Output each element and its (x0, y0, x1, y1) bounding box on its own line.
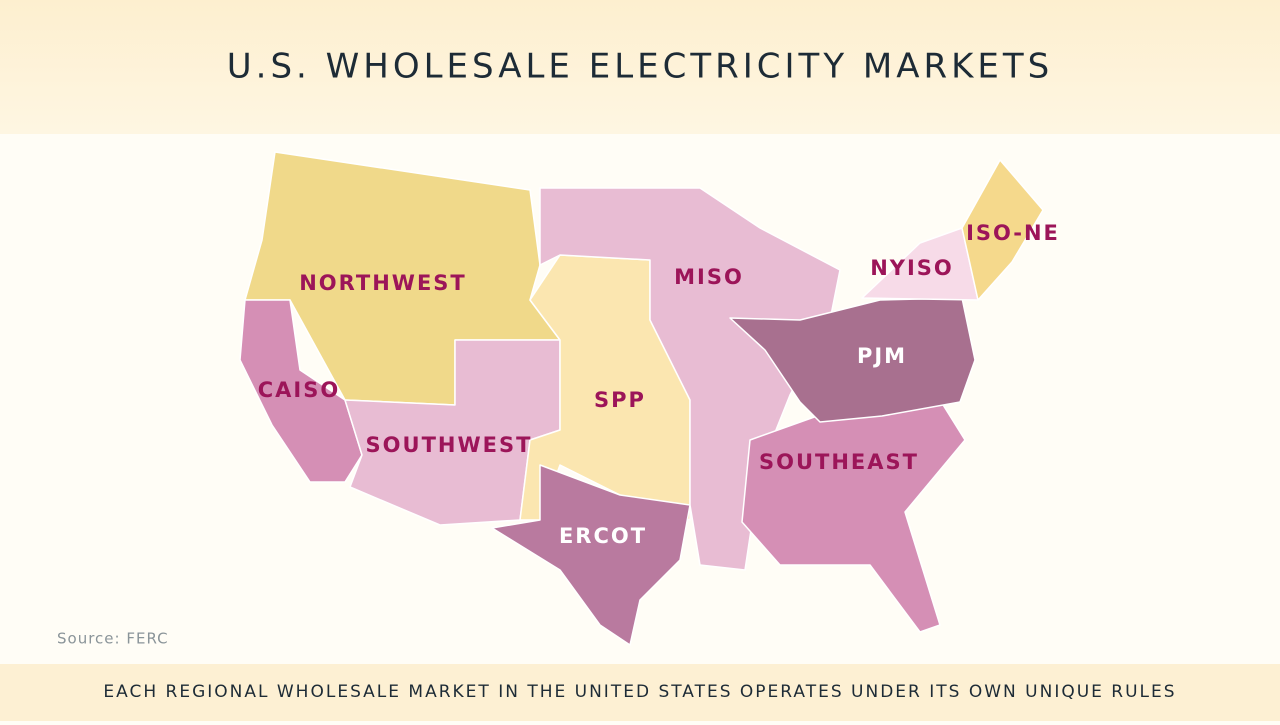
region-label: NYISO (870, 256, 954, 280)
miso-region (539, 187, 841, 571)
footer-text: EACH REGIONAL WHOLESALE MARKET IN THE UN… (103, 682, 1176, 702)
header-band (0, 0, 1280, 134)
map (239, 151, 1044, 646)
region-label: SOUTHEAST (759, 450, 919, 474)
region-label: MISO (674, 265, 744, 289)
pjm-region (729, 297, 976, 423)
title: U.S. WHOLESALE ELECTRICITY MARKETS (227, 47, 1054, 87)
isone-region (961, 159, 1044, 301)
southeast-region (741, 399, 966, 633)
region-label: PJM (857, 344, 907, 368)
source-note: Source: FERC (57, 630, 169, 648)
region-label: NORTHWEST (299, 271, 467, 295)
ercot-region (491, 464, 691, 646)
region-label: CAISO (258, 378, 340, 402)
region-label: SOUTHWEST (366, 433, 533, 457)
region-label: ERCOT (559, 524, 647, 548)
region-label: SPP (594, 388, 646, 412)
caiso-region (239, 299, 363, 483)
region-label: ISO-NE (966, 221, 1060, 245)
footer-band (0, 664, 1280, 721)
